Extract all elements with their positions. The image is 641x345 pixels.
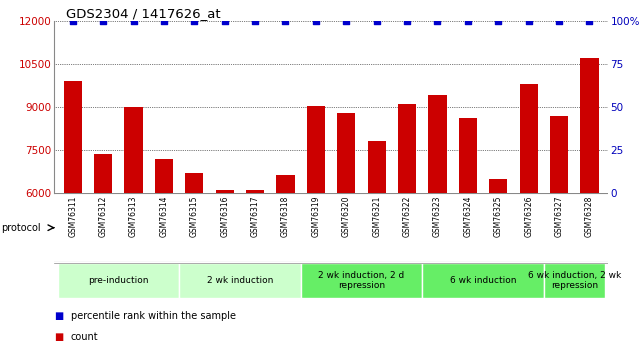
Point [372,18,382,23]
Text: GSM76315: GSM76315 [190,195,199,237]
Bar [489,179,508,345]
Bar [276,175,295,345]
Point [341,18,351,23]
Text: ■: ■ [54,311,63,321]
Bar [367,141,386,345]
Text: count: count [71,332,98,342]
Text: GSM76316: GSM76316 [221,195,229,237]
Text: pre-induction: pre-induction [88,276,149,285]
Point [554,18,564,23]
Text: GSM76317: GSM76317 [251,195,260,237]
Text: percentile rank within the sample: percentile rank within the sample [71,311,235,321]
Point [432,18,442,23]
Point [402,18,412,23]
Bar [428,96,447,345]
Point [98,18,108,23]
Bar [459,118,477,345]
Bar [422,263,544,298]
Bar [580,58,599,345]
Point [311,18,321,23]
Text: GSM76320: GSM76320 [342,195,351,237]
Text: GSM76314: GSM76314 [160,195,169,237]
Point [189,18,199,23]
Text: 6 wk induction, 2 wk
repression: 6 wk induction, 2 wk repression [528,270,621,290]
Bar [63,81,82,345]
Text: GSM76327: GSM76327 [554,195,563,237]
Bar [307,106,325,345]
Bar [337,113,355,345]
Bar [215,190,234,345]
Point [67,18,78,23]
Bar [398,104,416,345]
Bar [124,107,143,345]
Bar [301,263,422,298]
Text: GSM76328: GSM76328 [585,195,594,237]
Text: GSM76323: GSM76323 [433,195,442,237]
Point [585,18,595,23]
Text: protocol: protocol [1,223,41,233]
Bar [519,84,538,345]
Bar [58,263,179,298]
Text: ■: ■ [54,332,63,342]
Point [463,18,473,23]
Point [220,18,230,23]
Text: GSM76325: GSM76325 [494,195,503,237]
Point [159,18,169,23]
Bar [179,263,301,298]
Point [250,18,260,23]
Point [280,18,290,23]
Bar [154,159,173,345]
Point [524,18,534,23]
Text: GSM76326: GSM76326 [524,195,533,237]
Text: 2 wk induction, 2 d
repression: 2 wk induction, 2 d repression [319,270,404,290]
Text: GSM76311: GSM76311 [68,195,77,237]
Text: GSM76318: GSM76318 [281,195,290,237]
Point [128,18,138,23]
Point [493,18,503,23]
Text: GDS2304 / 1417626_at: GDS2304 / 1417626_at [65,7,220,20]
Bar [185,173,203,345]
Bar [544,263,604,298]
Bar [246,190,264,345]
Text: GSM76321: GSM76321 [372,195,381,237]
Text: GSM76313: GSM76313 [129,195,138,237]
Text: 6 wk induction: 6 wk induction [450,276,516,285]
Bar [94,155,112,345]
Text: GSM76319: GSM76319 [312,195,320,237]
Bar [550,116,568,345]
Text: GSM76312: GSM76312 [99,195,108,237]
Text: 2 wk induction: 2 wk induction [206,276,273,285]
Text: GSM76322: GSM76322 [403,195,412,237]
Text: GSM76324: GSM76324 [463,195,472,237]
